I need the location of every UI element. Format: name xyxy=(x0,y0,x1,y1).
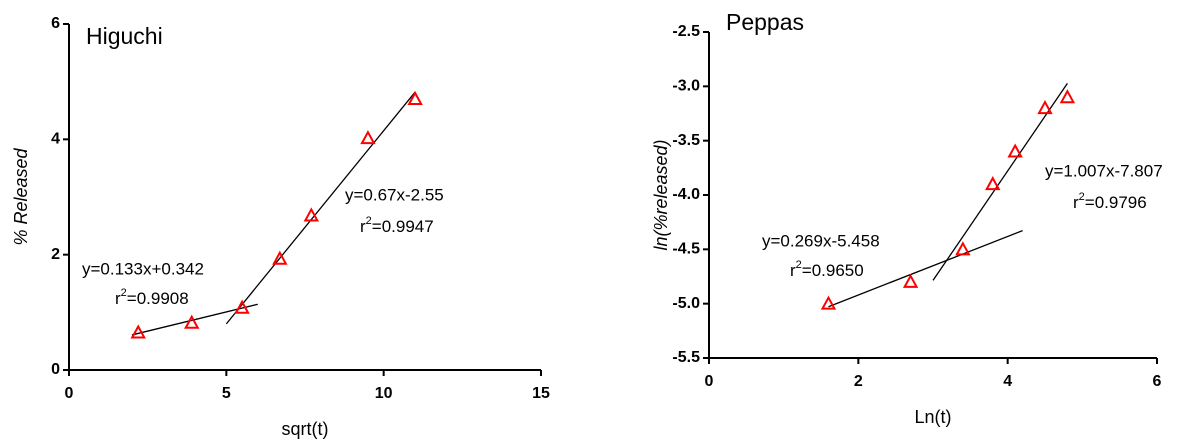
data-point xyxy=(902,273,919,288)
r-symbol: r xyxy=(360,217,366,236)
x-tick-label: 0 xyxy=(65,385,74,402)
fit-line xyxy=(225,91,416,325)
x-axis-label: sqrt(t) xyxy=(282,419,329,439)
fit-r-squared: r2=0.9947 xyxy=(360,215,434,237)
r-symbol: r xyxy=(790,261,796,280)
r-power: 2 xyxy=(366,215,372,227)
fit-equation: y=1.007x-7.807 xyxy=(1045,161,1163,180)
data-point xyxy=(955,241,971,256)
data-point xyxy=(1037,99,1053,115)
fit-equation: y=0.67x-2.55 xyxy=(345,185,444,204)
x-axis-label: Ln(t) xyxy=(914,407,951,427)
y-tick-label: 2 xyxy=(51,246,60,263)
data-point xyxy=(184,314,200,329)
chart-title: Peppas xyxy=(726,9,804,35)
y-axis-label: % Released xyxy=(11,147,31,245)
y-tick-label: 4 xyxy=(51,131,60,148)
r-symbol: r xyxy=(1073,193,1079,212)
fit-r-squared: r2=0.9908 xyxy=(115,287,189,309)
fit-r-squared: r2=0.9796 xyxy=(1073,191,1147,213)
y-axis-label: ln(%released) xyxy=(651,139,671,250)
y-tick-label: -2.5 xyxy=(672,23,700,40)
fit-line xyxy=(828,230,1023,308)
data-point xyxy=(360,130,376,145)
data-point xyxy=(407,90,423,105)
data-point xyxy=(820,295,837,310)
x-tick-label: 2 xyxy=(854,373,863,390)
data-point xyxy=(272,250,288,265)
data-point xyxy=(1007,143,1023,158)
data-point xyxy=(985,176,1001,191)
r-power: 2 xyxy=(121,287,127,299)
x-tick-label: 10 xyxy=(375,385,393,402)
y-tick-label: 6 xyxy=(51,15,60,32)
y-tick-label: 0 xyxy=(51,361,60,378)
r-value: =0.9908 xyxy=(127,289,189,308)
r-value: =0.9947 xyxy=(372,217,434,236)
data-point xyxy=(303,207,319,222)
x-tick-label: 15 xyxy=(532,385,550,402)
fit-line xyxy=(932,83,1068,281)
r-value: =0.9650 xyxy=(802,261,864,280)
y-tick-label: -4.5 xyxy=(672,241,700,258)
x-tick-label: 6 xyxy=(1153,373,1162,390)
y-tick-label: -3.5 xyxy=(672,132,700,149)
x-tick-label: 5 xyxy=(222,385,231,402)
fit-equation: y=0.133x+0.342 xyxy=(82,259,204,278)
data-point xyxy=(234,299,250,314)
y-tick-label: -4.0 xyxy=(672,186,700,203)
r-symbol: r xyxy=(115,289,121,308)
chart-title: Higuchi xyxy=(86,23,163,49)
r-power: 2 xyxy=(796,259,802,271)
y-tick-label: -5.5 xyxy=(672,349,700,366)
x-tick-label: 0 xyxy=(705,373,714,390)
fit-r-squared: r2=0.9650 xyxy=(790,259,864,281)
data-point xyxy=(130,324,146,339)
r-value: =0.9796 xyxy=(1085,193,1147,212)
r-power: 2 xyxy=(1079,191,1085,203)
y-tick-label: -3.0 xyxy=(672,78,700,95)
data-point xyxy=(1059,89,1076,104)
y-tick-label: -5.0 xyxy=(672,295,700,312)
fit-equation: y=0.269x-5.458 xyxy=(762,231,880,250)
x-tick-label: 4 xyxy=(1003,373,1012,390)
